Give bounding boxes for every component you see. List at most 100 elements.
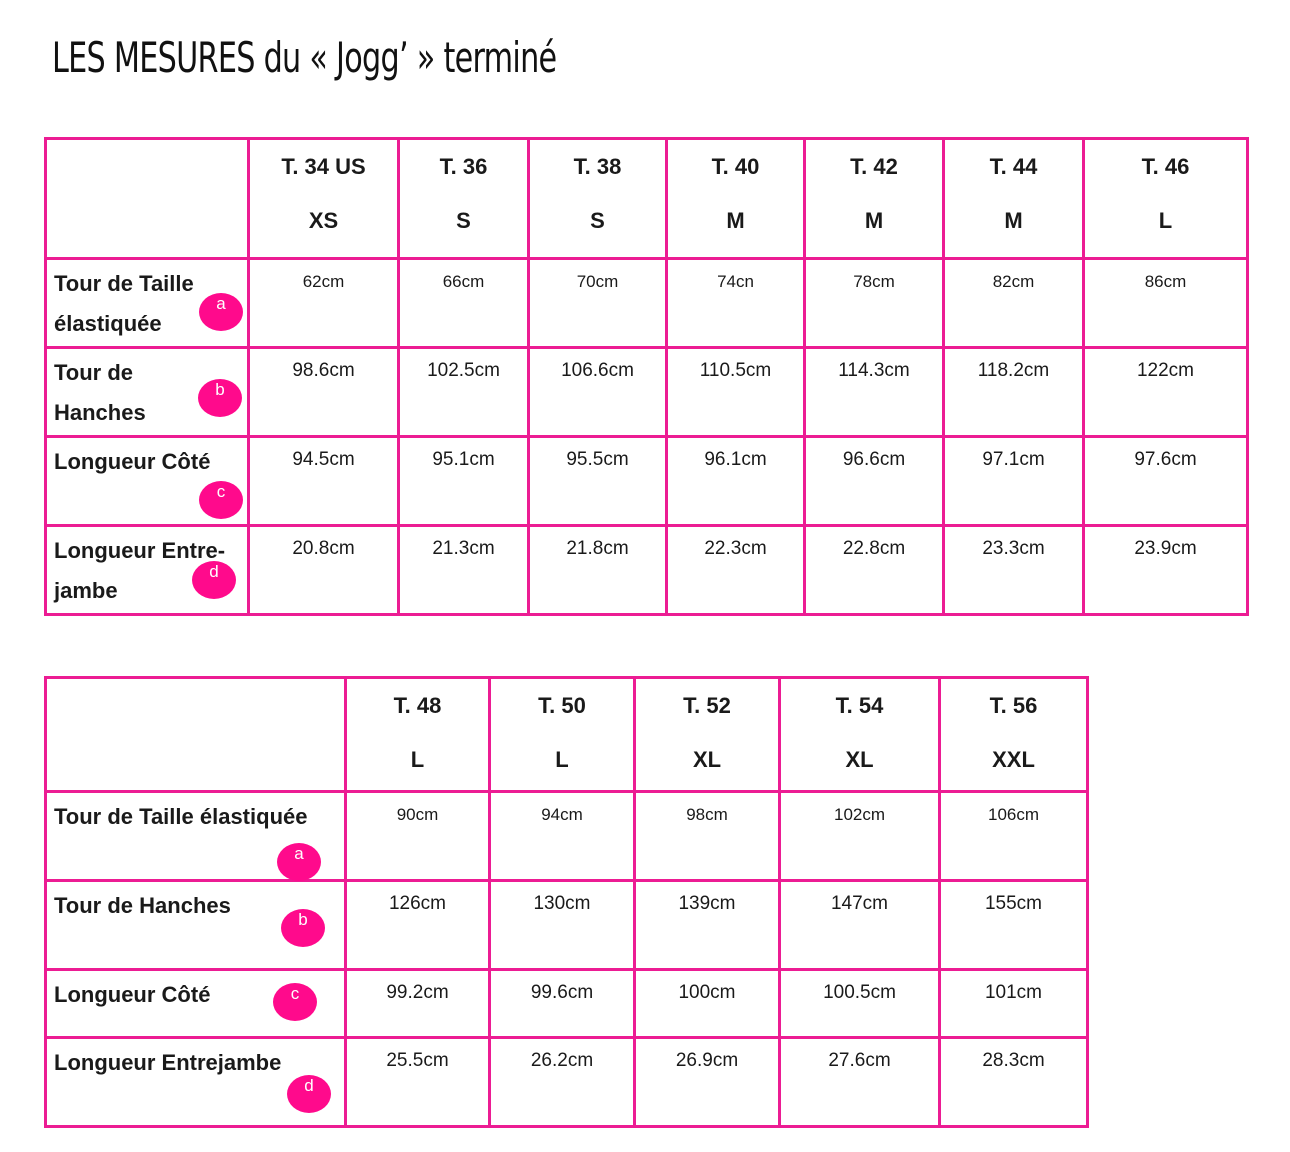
size-label: T. 54 [835,693,884,718]
row-label-side-length: Longueur Côté c [44,968,347,1039]
size-header: T. 54 XL [778,676,941,793]
value-cell: 139cm [633,879,781,971]
size-label: T. 50 [538,693,586,718]
value-cell: 102cm [778,790,941,882]
value-cell: 22.8cm [803,524,945,616]
row-label-line: Tour de Taille [54,271,194,296]
size-header: T. 52 XL [633,676,781,793]
value-cell: 100.5cm [778,968,941,1039]
row-label-hips: Tour de Hanches b [44,346,250,438]
size-label: T. 40 [711,154,760,179]
size-header: T. 46 L [1082,137,1249,260]
value-cell: 102.5cm [397,346,530,438]
value-cell: 95.5cm [527,435,668,527]
row-label-line: Longueur Entre- [54,538,226,563]
row-label-line: élastiquée [54,311,162,336]
value-cell: 94.5cm [247,435,400,527]
value-cell: 26.2cm [488,1036,636,1128]
marker-b: b [281,909,325,947]
value-cell: 110.5cm [665,346,806,438]
value-cell: 96.6cm [803,435,945,527]
value-cell: 147cm [778,879,941,971]
value-cell: 99.6cm [488,968,636,1039]
size-header: T. 36 S [397,137,530,260]
table-header-row: T. 34 US XS T. 36 S T. 38 S T. 40 M T. 42 M T… [44,137,1249,260]
size-letter: M [1004,208,1023,233]
marker-c: c [273,983,317,1021]
value-cell: 28.3cm [938,1036,1089,1128]
value-cell: 98.6cm [247,346,400,438]
value-cell: 130cm [488,879,636,971]
size-header: T. 48 L [344,676,491,793]
value-cell: 126cm [344,879,491,971]
value-cell: 66cm [397,257,530,349]
table-header-row: T. 48 L T. 50 L T. 52 XL T. 54 XL T. 56 XXL [44,676,1089,793]
value-cell: 86cm [1082,257,1249,349]
size-letter: S [456,208,471,233]
row-label-inseam: Longueur Entre- jambe d [44,524,250,616]
row-label-inseam: Longueur Entrejambe d [44,1036,347,1128]
value-cell: 114.3cm [803,346,945,438]
value-cell: 106.6cm [527,346,668,438]
size-letter: M [726,208,745,233]
measurement-row: Longueur Entre- jambe d 20.8cm 21.3cm 21… [44,524,1249,616]
size-label: T. 44 [989,154,1038,179]
size-label: T. 52 [683,693,731,718]
row-label-line: Hanches [54,400,146,425]
size-table-2: T. 48 L T. 50 L T. 52 XL T. 54 XL T. 56 XXL T… [44,676,1089,1128]
measurement-row: Tour de Taille élastiquée a 90cm 94cm 98… [44,790,1089,882]
row-label-line: Longueur Côté [54,449,211,474]
size-label: T. 42 [850,154,898,179]
header-empty-cell [44,137,250,260]
value-cell: 90cm [344,790,491,882]
measurement-row: Longueur Côté c 99.2cm 99.6cm 100cm 100.… [44,968,1089,1039]
marker-d: d [287,1075,331,1113]
value-cell: 82cm [942,257,1085,349]
value-cell: 78cm [803,257,945,349]
value-cell: 26.9cm [633,1036,781,1128]
size-label: T. 56 [989,693,1038,718]
value-cell: 101cm [938,968,1089,1039]
row-label-line: Longueur Côté [54,982,211,1007]
value-cell: 100cm [633,968,781,1039]
row-label-line: Tour de Taille élastiquée [54,804,308,829]
marker-c: c [199,481,243,519]
measurement-row: Longueur Côté c 94.5cm 95.1cm 95.5cm 96.… [44,435,1249,527]
size-letter: L [1158,208,1173,233]
marker-a: a [277,843,321,881]
size-header: T. 34 US XS [247,137,400,260]
row-label-line: Tour de [54,360,134,385]
size-table-1: T. 34 US XS T. 36 S T. 38 S T. 40 M T. 42 M T… [44,137,1249,616]
size-header: T. 40 M [665,137,806,260]
value-cell: 23.3cm [942,524,1085,616]
value-cell: 155cm [938,879,1089,971]
size-label: T. 38 [573,154,622,179]
value-cell: 96.1cm [665,435,806,527]
size-label: T. 46 [1141,154,1190,179]
size-letter: XL [692,747,722,772]
value-cell: 94cm [488,790,636,882]
size-header: T. 44 M [942,137,1085,260]
value-cell: 70cm [527,257,668,349]
marker-d: d [192,561,236,599]
row-label-waist: Tour de Taille élastiquée a [44,257,250,349]
marker-b: b [198,379,242,417]
value-cell: 95.1cm [397,435,530,527]
value-cell: 21.8cm [527,524,668,616]
value-cell: 27.6cm [778,1036,941,1128]
header-empty-cell [44,676,347,793]
size-letter: L [555,747,569,772]
value-cell: 98cm [633,790,781,882]
size-letter: M [864,208,884,233]
value-cell: 22.3cm [665,524,806,616]
measurement-row: Tour de Hanches b 98.6cm 102.5cm 106.6cm… [44,346,1249,438]
size-header: T. 42 M [803,137,945,260]
row-label-line: Longueur Entrejambe [54,1050,282,1075]
row-label-hips: Tour de Hanches b [44,879,347,971]
size-letter: XXL [992,747,1035,772]
size-letter: S [590,208,605,233]
value-cell: 118.2cm [942,346,1085,438]
value-cell: 106cm [938,790,1089,882]
value-cell: 97.6cm [1082,435,1249,527]
measurement-row: Longueur Entrejambe d 25.5cm 26.2cm 26.9… [44,1036,1089,1128]
